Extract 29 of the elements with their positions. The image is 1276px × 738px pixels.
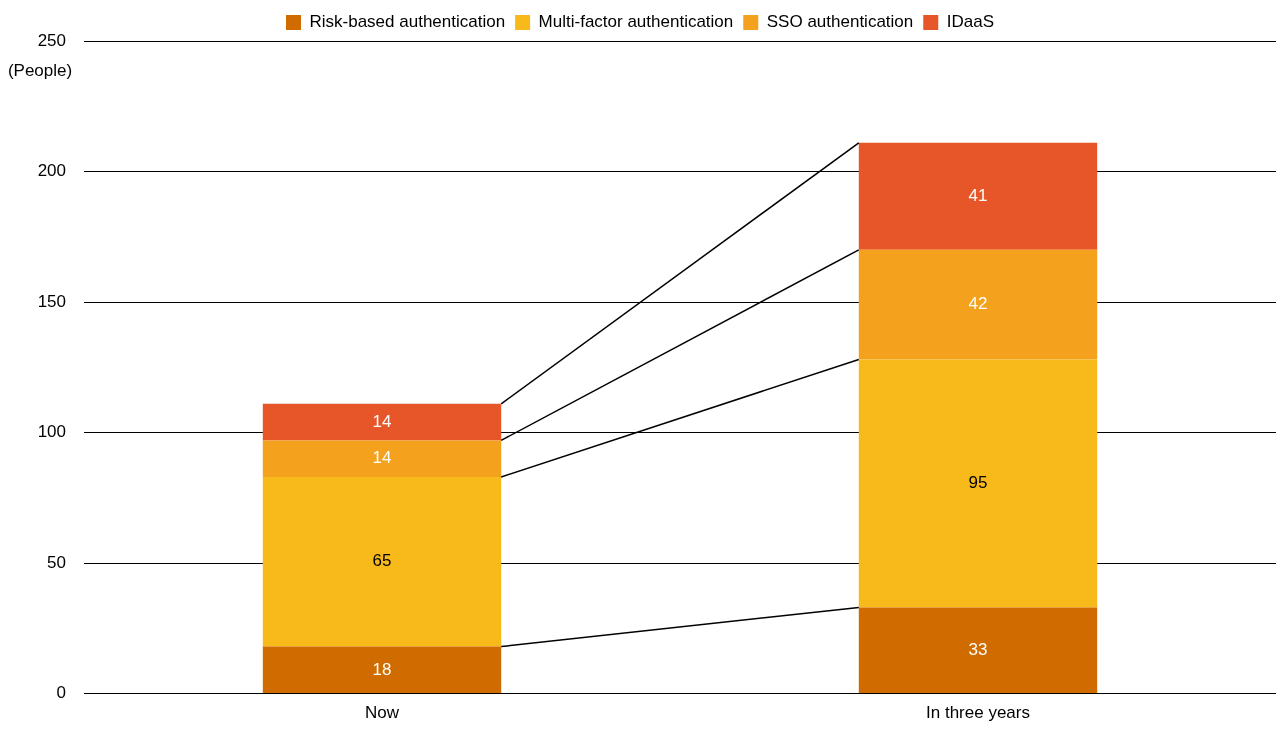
bar [858,249,1098,360]
legend-label: Risk-based authentication [309,12,506,32]
bar [262,646,502,694]
data-label: 42 [968,294,988,314]
x-tick-label: In three years [926,703,1030,723]
data-label: 14 [372,411,392,431]
data-label: 41 [968,186,988,206]
legend-label: SSO authentication [766,12,914,32]
y-tick-label: 50 [47,552,66,572]
y-tick-label: 100 [37,422,66,442]
y-axis-title: (People) [7,60,73,80]
y-tick-label: 0 [56,683,66,703]
data-label: 95 [968,473,988,493]
legend-label: Multi-factor authentication [538,12,734,32]
bar [858,142,1098,250]
x-tick-label: Now [364,703,400,723]
y-tick-label: 150 [37,291,66,311]
data-label: 33 [968,639,988,659]
data-label: 14 [372,448,392,468]
legend-label: IDaaS [946,12,994,32]
bar [262,476,502,647]
y-tick-label: 200 [37,161,66,181]
y-tick-label: 250 [37,30,66,50]
data-label: 18 [372,659,392,679]
bar [262,440,502,477]
data-label: 65 [372,551,392,571]
bar [858,607,1098,694]
bar [858,359,1098,608]
bar [262,403,502,441]
